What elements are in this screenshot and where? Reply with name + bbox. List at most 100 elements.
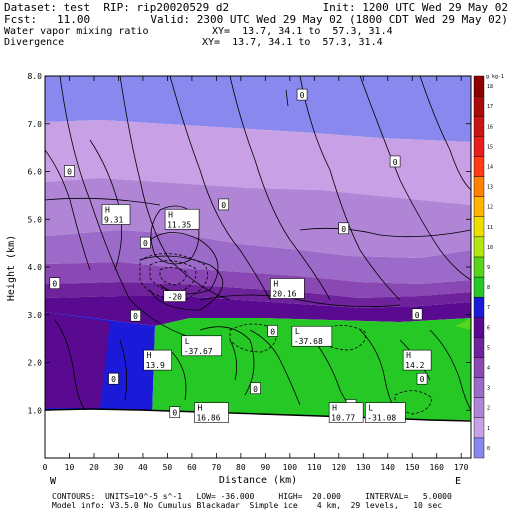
negative-contour-0 <box>139 253 208 301</box>
extremum-box <box>194 402 229 423</box>
moisture-band-1 <box>45 120 471 205</box>
colorbar-label-9: 9 <box>487 265 490 271</box>
colorbar-swatch-5 <box>473 337 485 358</box>
contour-label-5: 0 <box>338 222 349 235</box>
axis-ticks-layer: 0 10 20 30 40 50 60 70 80 90 100 110 120 130 140 150 160… <box>28 72 471 472</box>
header-line1-right: Init: 1200 UTC Wed 29 May 02 <box>322 1 508 14</box>
footer-model-info: Model info: V3.5.0 No Cumulus Blackadar … <box>52 501 443 510</box>
x-tick-label-6: 60 <box>187 463 197 472</box>
field-xy-moisture: XY= 13.7, 34.1 to 57.3, 31.4 <box>212 26 393 37</box>
colorbar-swatch-17 <box>473 95 485 117</box>
x-tick-label-16: 160 <box>429 463 444 472</box>
header-line2-right: Valid: 2300 UTC Wed 29 May 02 (1800 CDT … <box>150 13 508 26</box>
contour-label-4: 0 <box>140 236 151 249</box>
extremum-letter: L <box>368 404 373 413</box>
divergence-contour-9 <box>285 89 289 107</box>
y-tick-label-4: 5.0 <box>28 215 43 224</box>
colorbar-swatch-13 <box>473 176 485 197</box>
negative-contour-1 <box>149 260 197 293</box>
colorbar-label-10: 10 <box>487 245 493 251</box>
contour-label-text: 0 <box>300 91 305 100</box>
contour-label-13: 0 <box>169 406 181 418</box>
colorbar-label-0: 0 <box>487 446 490 452</box>
colorbar-swatch-7 <box>473 296 485 318</box>
y-tick-label-3: 4.0 <box>28 263 43 272</box>
contour-label-17: H20.16 <box>270 278 305 299</box>
contour-label-box <box>416 372 428 385</box>
contour-label-0: 0 <box>296 88 308 101</box>
x-tick-label-4: 40 <box>138 463 148 472</box>
extremum-value: 14.2 <box>405 361 424 370</box>
x-tick-label-5: 50 <box>163 463 173 472</box>
extremum-value: 20.16 <box>272 289 296 298</box>
terrain-line <box>45 408 471 422</box>
terrain-fill <box>45 409 471 458</box>
contour-label-box <box>250 382 261 395</box>
contour-label-text: 0 <box>143 239 148 248</box>
x-axis-title: Distance (km) <box>219 475 297 486</box>
contour-label-text: 0 <box>52 280 57 289</box>
colorbar-label-18: 18 <box>487 84 493 90</box>
contour-label-layer: 000000000000000H9.31H11.35H20.16H13.9H14… <box>49 88 432 423</box>
y-tick-label-7: 8.0 <box>28 72 43 81</box>
contour-label-12: 0 <box>416 372 428 385</box>
contour-label-text: 0 <box>270 327 275 336</box>
extremum-letter: H <box>406 351 411 360</box>
contour-label-box <box>296 88 308 101</box>
contour-label-box <box>130 309 141 322</box>
y-tick-label-2: 3.0 <box>28 311 43 320</box>
colorbar-label-13: 13 <box>487 185 493 191</box>
divergence-contour-16 <box>199 326 255 396</box>
extremum-box <box>328 402 364 423</box>
x-tick-label-13: 130 <box>356 463 371 472</box>
moisture-band-4 <box>45 262 471 298</box>
colorbar-swatch-3 <box>473 377 485 398</box>
contour-label-box <box>64 165 75 177</box>
colorbar-swatch-14 <box>473 156 485 177</box>
negative-contour-2 <box>159 267 187 286</box>
colorbar-label-11: 11 <box>487 225 493 231</box>
x-tick-label-8: 80 <box>236 463 246 472</box>
colorbar-label-7: 7 <box>487 305 490 311</box>
extremum-box <box>291 325 333 347</box>
colorbar-unit: g kg-1 <box>486 74 504 80</box>
extremum-box <box>181 335 222 357</box>
contour-label-box <box>267 325 278 337</box>
contour-label-10: 0 <box>108 372 119 385</box>
contour-label-box <box>169 406 181 418</box>
extremum-letter: H <box>197 404 202 413</box>
contour-label-7: 0 <box>130 309 141 322</box>
extremum-value: 9.31 <box>104 215 123 224</box>
divergence-contour-3 <box>229 76 331 301</box>
extremum-box <box>402 349 432 371</box>
extremum-box <box>143 349 172 371</box>
extremum-box <box>270 278 305 299</box>
contour-label-19: H14.2 <box>402 349 432 371</box>
divergence-contour-13 <box>54 319 86 411</box>
colorbar-label-4: 4 <box>487 366 490 372</box>
x-tick-label-7: 70 <box>212 463 222 472</box>
footer-contours: CONTOURS: UNITS=10^-5 s^-1 LOW= -36.000 … <box>52 492 452 501</box>
colorbar-label-5: 5 <box>487 345 490 351</box>
extremum-value: 10.77 <box>331 414 355 423</box>
contour-label-20: H16.86 <box>194 402 229 423</box>
extremum-letter: L <box>185 337 190 346</box>
divergence-contour-15 <box>169 349 187 401</box>
x-tick-label-9: 90 <box>261 463 271 472</box>
colorbar-label-17: 17 <box>487 104 493 110</box>
y-tick-label-5: 6.0 <box>28 168 43 177</box>
x-tick-label-17: 170 <box>454 463 469 472</box>
colorbar-swatch-1 <box>473 417 485 439</box>
field-title-divergence: Divergence <box>4 37 65 48</box>
field-title-moisture: Water vapor mixing ratio <box>4 26 149 37</box>
divergence-contour-4 <box>299 76 401 301</box>
negative-contour-3 <box>229 323 277 353</box>
colorbar-swatch-8 <box>473 276 485 298</box>
contour-label-24: L-37.68 <box>291 325 333 347</box>
colorbar-swatch-0 <box>473 437 485 459</box>
extremum-letter: H <box>147 351 152 360</box>
colorbar-swatch-9 <box>473 256 485 278</box>
negative-contour-4 <box>319 325 366 351</box>
